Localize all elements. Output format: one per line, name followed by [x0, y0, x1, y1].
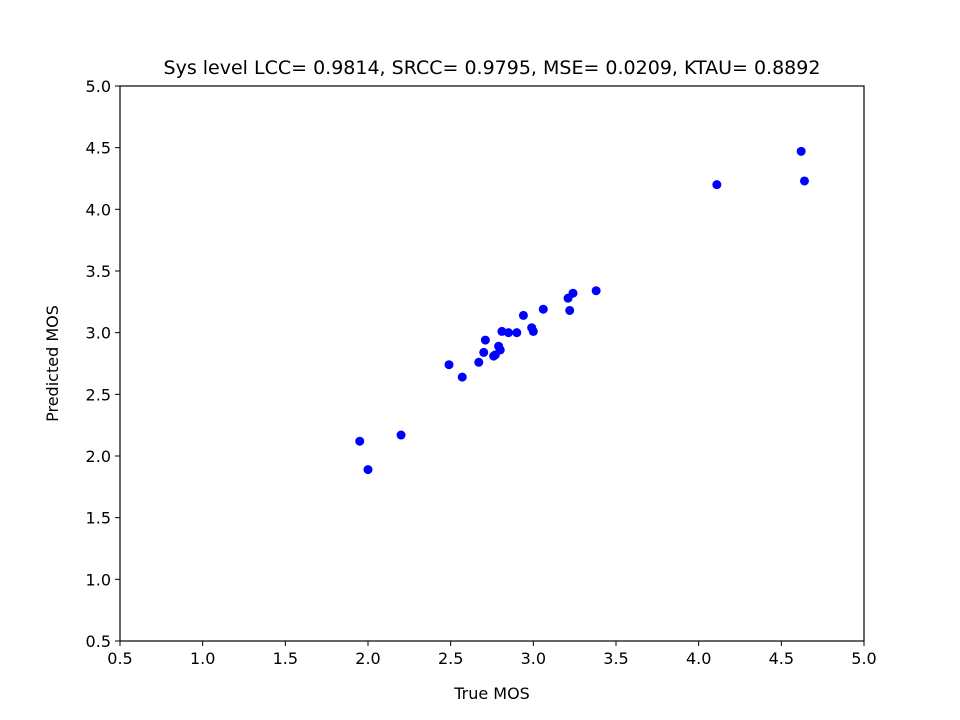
data-point: [355, 436, 365, 446]
data-point: [518, 310, 528, 320]
data-point: [712, 180, 722, 190]
x-tick-label: 4.5: [769, 649, 794, 668]
x-tick-label: 1.0: [190, 649, 215, 668]
x-axis-label: True MOS: [453, 684, 530, 703]
data-point: [565, 305, 575, 315]
data-point: [444, 360, 454, 370]
x-tick-label: 3.5: [603, 649, 628, 668]
x-tick-label: 5.0: [851, 649, 876, 668]
data-point: [528, 326, 538, 336]
data-point: [538, 304, 548, 314]
y-axis-label: Predicted MOS: [43, 305, 62, 422]
data-point: [799, 176, 809, 186]
y-tick-label: 3.0: [86, 324, 111, 343]
data-point: [504, 328, 514, 338]
data-point: [363, 465, 373, 475]
y-tick-label: 1.0: [86, 570, 111, 589]
data-point: [474, 357, 484, 367]
y-tick-label: 2.0: [86, 447, 111, 466]
x-tick-label: 1.5: [273, 649, 298, 668]
y-tick-label: 4.5: [86, 139, 111, 158]
x-tick-label: 2.5: [438, 649, 463, 668]
x-tick-label: 2.0: [355, 649, 380, 668]
y-tick-label: 2.5: [86, 385, 111, 404]
y-tick-label: 0.5: [86, 632, 111, 651]
data-point: [512, 328, 522, 338]
x-tick-label: 3.0: [521, 649, 546, 668]
data-point: [796, 146, 806, 156]
plot-frame: [119, 85, 865, 642]
y-tick-label: 4.0: [86, 200, 111, 219]
data-point: [457, 372, 467, 382]
data-point: [480, 335, 490, 345]
data-point: [495, 345, 505, 355]
data-point: [568, 288, 578, 298]
x-tick-label: 4.0: [686, 649, 711, 668]
y-tick-label: 3.5: [86, 262, 111, 281]
chart-title: Sys level LCC= 0.9814, SRCC= 0.9795, MSE…: [164, 57, 821, 79]
data-point: [479, 347, 489, 357]
y-tick-label: 1.5: [86, 509, 111, 528]
x-tick-label: 0.5: [107, 649, 132, 668]
data-point: [591, 286, 601, 296]
data-point: [396, 430, 406, 440]
y-tick-label: 5.0: [86, 77, 111, 96]
